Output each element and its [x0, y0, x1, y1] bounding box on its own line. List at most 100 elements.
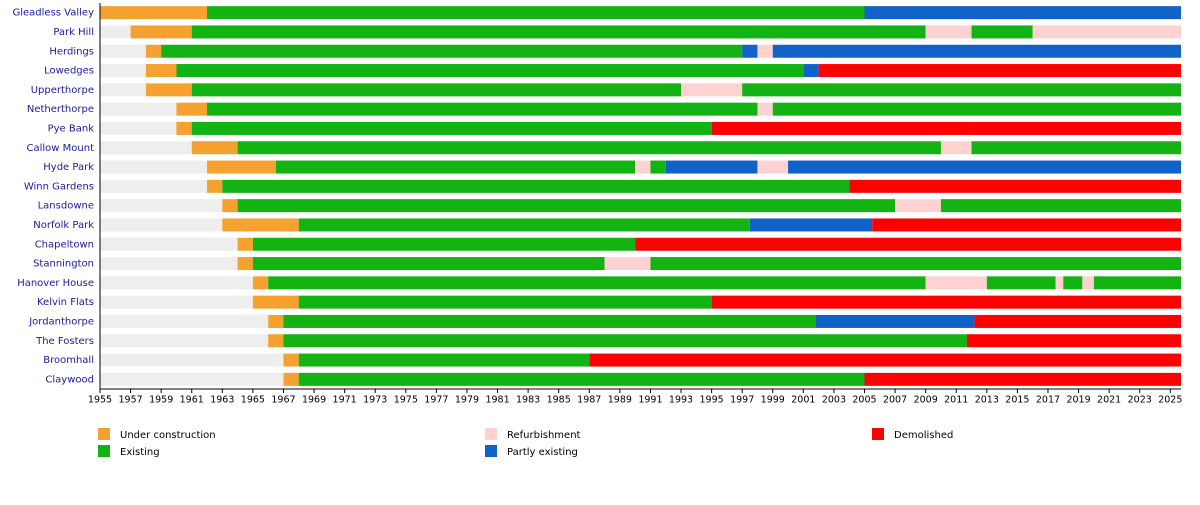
x-tick-label: 1957 [118, 395, 142, 406]
row-label: Winn Gardens [24, 181, 94, 192]
x-tick-label: 2013 [975, 395, 999, 406]
x-tick-label: 2005 [852, 395, 876, 406]
x-tick-label: 1997 [730, 395, 754, 406]
period-bar [237, 141, 941, 155]
row-label: Stannington [33, 259, 94, 270]
pre-period [100, 179, 208, 193]
period-bar [268, 314, 284, 328]
pre-period [100, 237, 238, 251]
x-tick-label: 1987 [577, 395, 601, 406]
period-bar [252, 237, 636, 251]
x-tick-label: 1985 [547, 395, 571, 406]
period-bar [191, 121, 712, 135]
period-bar [283, 314, 816, 328]
period-bar [191, 25, 926, 39]
x-tick-label: 1991 [638, 395, 662, 406]
x-tick-label: 1965 [241, 395, 265, 406]
x-tick-label: 1973 [363, 395, 387, 406]
x-tick-label: 1983 [516, 395, 540, 406]
period-bar [252, 257, 605, 271]
period-bar [176, 121, 192, 135]
period-bar [145, 83, 192, 97]
x-tick-label: 2011 [944, 395, 968, 406]
period-bar [1032, 25, 1181, 39]
pre-period [100, 257, 238, 271]
period-bar [237, 257, 253, 271]
period-bar [895, 199, 941, 213]
x-tick-label: 2025 [1158, 395, 1182, 406]
pre-period [100, 141, 192, 155]
period-bar [283, 353, 299, 367]
row-label: Norfolk Park [33, 220, 94, 231]
period-bar [742, 44, 758, 58]
pre-period [100, 160, 208, 174]
period-bar [207, 6, 865, 20]
pre-period [100, 353, 284, 367]
row-label: Callow Mount [27, 143, 95, 154]
row-label: Jordanthorpe [28, 316, 94, 327]
row-label: Kelvin Flats [37, 297, 94, 308]
period-bar [872, 218, 1181, 232]
period-bar [222, 199, 238, 213]
x-tick-label: 1989 [608, 395, 632, 406]
pre-period [100, 83, 146, 97]
x-tick-label: 1955 [88, 395, 112, 406]
pre-period [100, 218, 223, 232]
pre-period [100, 64, 146, 78]
x-tick-label: 2001 [791, 395, 815, 406]
period-bar [268, 276, 926, 290]
x-tick-label: 2023 [1128, 395, 1152, 406]
x-tick-label: 1995 [700, 395, 724, 406]
pre-period [100, 25, 131, 39]
row-label: Pye Bank [48, 123, 95, 134]
period-bar [635, 160, 651, 174]
period-bar [940, 141, 972, 155]
period-bar [298, 353, 590, 367]
period-bar [864, 6, 1181, 20]
legend-label: Under construction [120, 430, 216, 441]
period-bar [1082, 276, 1094, 290]
period-bar [815, 314, 975, 328]
x-tick-label: 2019 [1066, 395, 1090, 406]
row-label: Lansdowne [38, 201, 94, 212]
x-tick-label: 1977 [424, 395, 448, 406]
period-bar [966, 334, 1181, 348]
x-tick-label: 1963 [210, 395, 234, 406]
period-bar [749, 218, 873, 232]
pre-period [100, 199, 223, 213]
period-bar [711, 295, 1181, 309]
period-bar [757, 44, 773, 58]
period-bar [237, 199, 896, 213]
pre-period [100, 102, 177, 116]
period-bar [100, 6, 208, 20]
legend-swatch [485, 445, 497, 457]
x-tick-label: 1975 [394, 395, 418, 406]
period-bar [925, 276, 987, 290]
period-bar [772, 44, 1181, 58]
period-bar [974, 314, 1181, 328]
x-tick-label: 1993 [669, 395, 693, 406]
x-tick-label: 1979 [455, 395, 479, 406]
period-bar [635, 237, 1181, 251]
pre-period [100, 276, 253, 290]
period-bar [191, 141, 238, 155]
period-bar [650, 160, 666, 174]
period-bar [589, 353, 1181, 367]
x-tick-label: 2017 [1036, 395, 1060, 406]
legend-label: Demolished [894, 430, 953, 441]
period-bar [925, 25, 972, 39]
pre-period [100, 295, 253, 309]
row-label: Gleadless Valley [12, 8, 94, 19]
period-bar [681, 83, 743, 97]
period-bar [275, 160, 636, 174]
row-label: Upperthorpe [31, 85, 94, 96]
legend-swatch [485, 428, 497, 440]
pre-period [100, 372, 284, 386]
period-bar [252, 295, 299, 309]
period-bar [849, 179, 1181, 193]
pre-period [100, 44, 146, 58]
period-bar [298, 372, 865, 386]
period-bar [207, 102, 758, 116]
period-bar [1093, 276, 1181, 290]
period-bar [711, 121, 1181, 135]
